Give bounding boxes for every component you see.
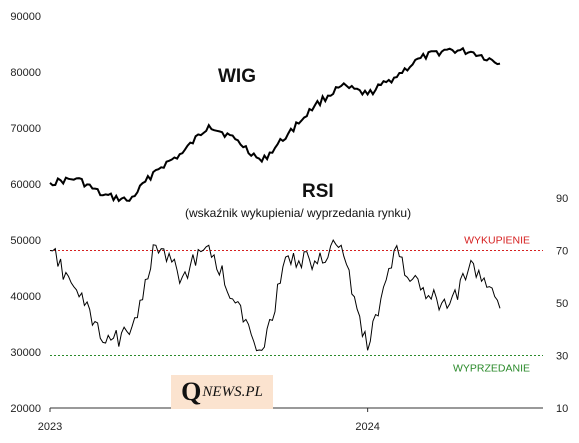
- x-axis-ticks: 2023 2024: [38, 408, 380, 433]
- qnews-logo: Q NEWS.PL: [171, 375, 273, 409]
- chart-title: WIG: [218, 66, 256, 87]
- left-axis-ticks: 20000 30000 40000 50000 60000 70000 80000 90000: [10, 11, 41, 415]
- left-tick-label: 70000: [10, 123, 41, 135]
- left-tick-label: 20000: [10, 403, 41, 415]
- reference-line-label: WYKUPIENIE: [464, 235, 530, 247]
- right-tick-label: 90: [556, 193, 568, 205]
- left-tick-label: 40000: [10, 291, 41, 303]
- logo-mark: Q: [181, 377, 202, 406]
- series-line-rsi: [49, 239, 501, 352]
- chart-subtitle-note: (wskaźnik wykupienia/ wyprzedania rynku): [185, 206, 411, 220]
- x-tick-label: 2024: [355, 421, 379, 433]
- logo-text: NEWS.PL: [202, 383, 263, 400]
- left-tick-label: 60000: [10, 179, 41, 191]
- left-tick-label: 30000: [10, 347, 41, 359]
- left-tick-label: 80000: [10, 67, 41, 79]
- right-tick-label: 50: [556, 298, 568, 310]
- reference-lines: WYKUPIENIE WYPRZEDANIE: [50, 235, 543, 375]
- right-tick-label: 70: [556, 246, 568, 258]
- series-line-wig: [49, 46, 501, 203]
- reference-line-label: WYPRZEDANIE: [453, 363, 530, 375]
- left-tick-label: 50000: [10, 235, 41, 247]
- x-tick-label: 2023: [38, 421, 62, 433]
- left-tick-label: 90000: [10, 11, 41, 23]
- right-axis-ticks: 10 30 50 70 90: [556, 193, 568, 415]
- right-tick-label: 10: [556, 403, 568, 415]
- right-tick-label: 30: [556, 351, 568, 363]
- chart-subtitle: RSI: [302, 181, 334, 202]
